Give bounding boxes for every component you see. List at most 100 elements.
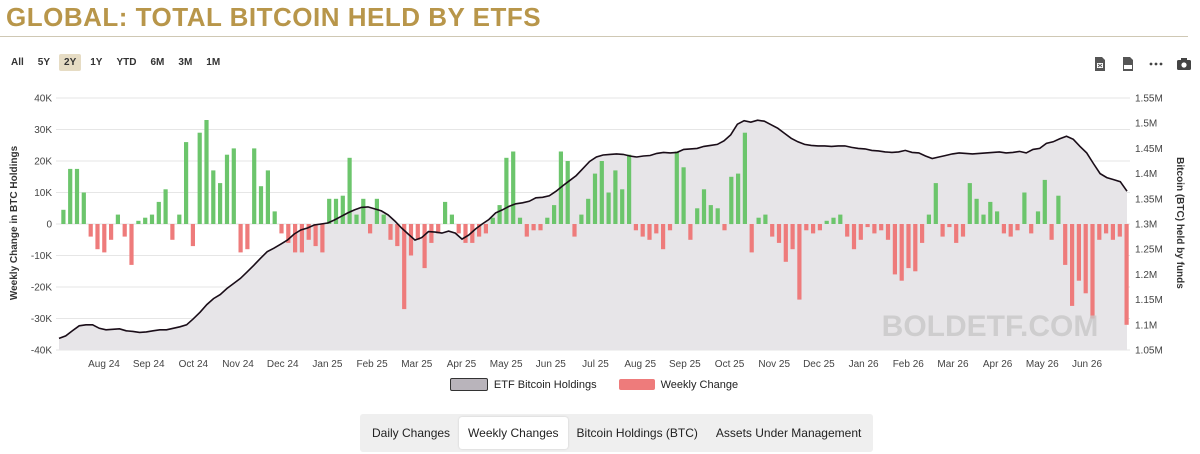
range-button-6m[interactable]: 6M bbox=[150, 57, 165, 68]
weekly-change-bar bbox=[231, 148, 236, 224]
weekly-change-bar bbox=[1076, 224, 1081, 281]
weekly-change-bar bbox=[954, 224, 959, 243]
page-title: GLOBAL: TOTAL BITCOIN HELD BY ETFS bbox=[6, 2, 542, 32]
x-tick-label: Aug 24 bbox=[88, 359, 120, 370]
weekly-change-bar bbox=[729, 176, 734, 225]
weekly-change-bar bbox=[701, 189, 707, 224]
right-axis-label: Bitcoin (BTC) held by funds bbox=[1174, 157, 1185, 289]
tab-weekly-changes[interactable]: Weekly Changes bbox=[459, 417, 568, 449]
weekly-change-bar bbox=[736, 173, 741, 224]
weekly-change-bar bbox=[204, 120, 209, 224]
weekly-change-bar bbox=[497, 205, 502, 224]
legend-item-weekly-change[interactable]: Weekly Change bbox=[618, 378, 738, 391]
weekly-change-bar bbox=[327, 198, 332, 224]
right-tick-label: 1.3M bbox=[1135, 220, 1157, 231]
weekly-change-bar bbox=[333, 198, 339, 224]
camera-icon[interactable] bbox=[1176, 56, 1192, 72]
weekly-change-bar bbox=[640, 224, 645, 237]
weekly-change-bar bbox=[974, 198, 979, 224]
weekly-change-bar bbox=[1029, 224, 1034, 234]
weekly-change-bar bbox=[368, 224, 373, 234]
weekly-change-bar bbox=[224, 154, 230, 224]
range-button-2y[interactable]: 2Y bbox=[59, 54, 82, 71]
tab-assets-under-management[interactable]: Assets Under Management bbox=[715, 426, 862, 440]
range-button-all[interactable]: All bbox=[11, 57, 24, 68]
weekly-change-bar bbox=[592, 173, 598, 224]
weekly-change-bar bbox=[647, 224, 652, 240]
left-tick-label: 10K bbox=[34, 188, 52, 199]
xlsx-export-icon[interactable] bbox=[1092, 56, 1108, 72]
right-tick-label: 1.25M bbox=[1135, 245, 1163, 256]
weekly-change-bar bbox=[163, 189, 168, 224]
weekly-change-bar bbox=[477, 224, 482, 237]
left-tick-label: 40K bbox=[34, 94, 52, 105]
x-tick-label: Jun 26 bbox=[1072, 359, 1102, 370]
chart-toolbar bbox=[1092, 56, 1192, 72]
range-button-1m[interactable]: 1M bbox=[206, 57, 221, 68]
left-tick-label: -40K bbox=[31, 346, 52, 357]
weekly-change-bar bbox=[906, 224, 911, 269]
tab-daily-changes[interactable]: Daily Changes bbox=[372, 426, 451, 440]
weekly-change-bar bbox=[960, 224, 966, 237]
chart-view-tabs: Daily Changes Weekly Changes Bitcoin Hol… bbox=[360, 414, 874, 452]
weekly-change-bar bbox=[279, 224, 284, 234]
left-tick-label: 0 bbox=[46, 220, 52, 231]
weekly-change-bar bbox=[415, 224, 420, 240]
x-tick-label: Apr 26 bbox=[983, 359, 1013, 370]
weekly-change-bar bbox=[708, 205, 713, 224]
weekly-change-bar bbox=[184, 142, 189, 224]
weekly-change-bar bbox=[667, 224, 673, 231]
weekly-change-bar bbox=[538, 224, 543, 231]
csv-export-icon[interactable] bbox=[1120, 56, 1136, 72]
weekly-change-bar bbox=[211, 170, 216, 224]
weekly-change-bar bbox=[1008, 224, 1013, 237]
range-button-3m[interactable]: 3M bbox=[178, 57, 193, 68]
weekly-change-bar bbox=[347, 157, 352, 224]
weekly-change-bar bbox=[545, 217, 550, 224]
weekly-change-bar bbox=[845, 224, 850, 237]
weekly-change-bar bbox=[627, 154, 632, 224]
weekly-change-bar bbox=[177, 214, 182, 224]
weekly-change-bar bbox=[995, 211, 1000, 224]
weekly-change-bar bbox=[483, 224, 488, 234]
weekly-change-bar bbox=[109, 224, 114, 240]
weekly-change-bar bbox=[402, 224, 407, 310]
weekly-change-bar bbox=[299, 224, 304, 253]
weekly-change-bar bbox=[95, 224, 100, 250]
weekly-change-bar bbox=[579, 214, 584, 224]
weekly-change-bar bbox=[68, 168, 73, 224]
holdings-area bbox=[59, 120, 1127, 350]
left-axis-ticks: -40K -30K -20K -10K 0 10K 20K 30K 40K bbox=[31, 94, 53, 357]
weekly-change-bar bbox=[783, 224, 788, 262]
range-button-5y[interactable]: 5Y bbox=[37, 57, 51, 68]
legend-item-holdings[interactable]: ETF Bitcoin Holdings bbox=[449, 378, 597, 391]
weekly-change-bar bbox=[361, 198, 366, 224]
weekly-change-bar bbox=[1022, 192, 1027, 224]
x-tick-label: May 25 bbox=[490, 359, 523, 370]
x-tick-label: Jul 25 bbox=[582, 359, 609, 370]
weekly-change-bar bbox=[633, 224, 638, 231]
weekly-change-bar bbox=[463, 224, 468, 243]
weekly-change-bar bbox=[381, 214, 386, 224]
weekly-change-bar bbox=[1056, 195, 1061, 224]
weekly-change-bar bbox=[293, 224, 298, 253]
weekly-change-bar bbox=[170, 224, 175, 240]
right-tick-label: 1.05M bbox=[1135, 346, 1163, 357]
right-tick-label: 1.2M bbox=[1135, 270, 1157, 281]
range-button-1y[interactable]: 1Y bbox=[90, 57, 103, 68]
weekly-change-bar bbox=[722, 224, 727, 231]
tab-bitcoin-holdings[interactable]: Bitcoin Holdings (BTC) bbox=[576, 426, 698, 440]
weekly-change-bar bbox=[238, 224, 243, 253]
more-menu-icon[interactable] bbox=[1148, 56, 1164, 72]
weekly-change-bar bbox=[695, 208, 700, 225]
weekly-change-bar bbox=[681, 167, 686, 224]
weekly-change-bar bbox=[286, 224, 291, 243]
range-button-ytd[interactable]: YTD bbox=[116, 57, 137, 68]
weekly-change-bar bbox=[913, 224, 918, 272]
left-tick-label: -20K bbox=[31, 283, 52, 294]
x-tick-label: Sep 25 bbox=[669, 359, 701, 370]
left-tick-label: 30K bbox=[34, 125, 52, 136]
weekly-change-bar bbox=[1001, 224, 1006, 234]
right-tick-label: 1.15M bbox=[1135, 295, 1163, 306]
